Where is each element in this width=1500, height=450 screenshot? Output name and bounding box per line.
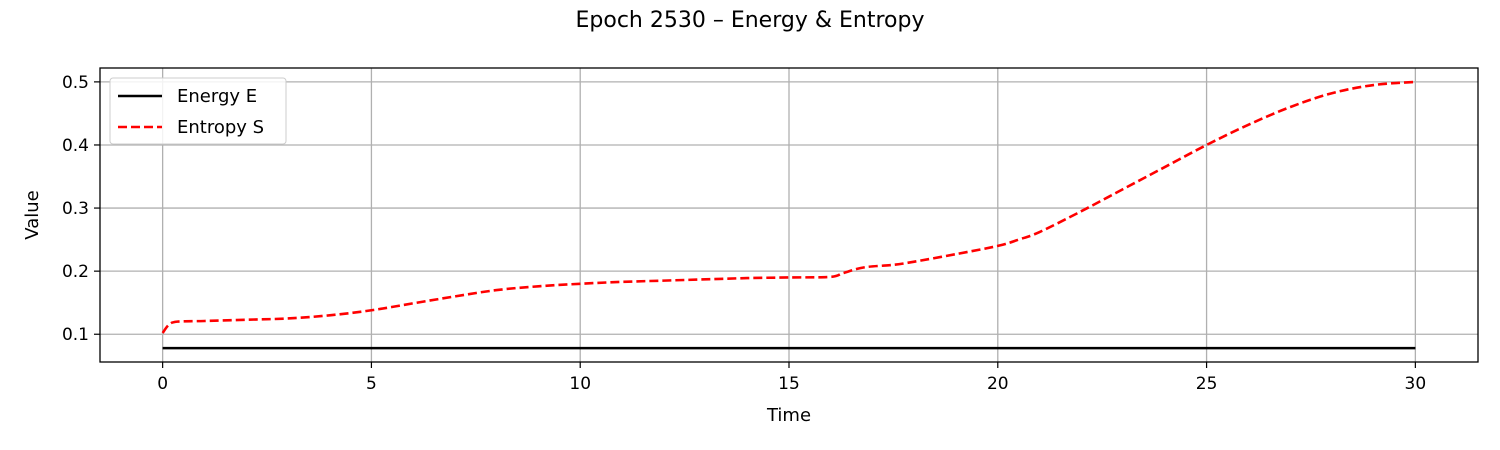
x-axis-label: Time — [766, 405, 811, 426]
x-tick-label: 10 — [569, 374, 591, 394]
x-tick-label: 5 — [366, 374, 377, 394]
ticks: 0 5 10 15 20 25 30 0.1 0.2 0.3 0.4 0.5 — [62, 73, 1426, 394]
grid — [100, 68, 1478, 362]
x-tick-label: 0 — [157, 374, 168, 394]
y-tick-label: 0.3 — [62, 199, 89, 219]
y-tick-label: 0.1 — [62, 325, 89, 345]
series-line-entropy — [161, 80, 1416, 334]
x-tick-label: 25 — [1196, 374, 1218, 394]
x-tick-label: 15 — [778, 374, 800, 394]
x-tick-label: 20 — [987, 374, 1009, 394]
legend-label: Energy E — [177, 86, 257, 107]
series-layer — [161, 80, 1416, 350]
y-tick-label: 0.4 — [62, 136, 89, 156]
y-tick-label: 0.2 — [62, 262, 89, 282]
y-tick-label: 0.5 — [62, 73, 89, 93]
legend: Energy E Entropy S — [109, 77, 287, 145]
legend-label: Entropy S — [177, 117, 264, 138]
x-tick-label: 30 — [1405, 374, 1427, 394]
chart-title: Epoch 2530 – Energy & Entropy — [576, 8, 925, 33]
y-axis-label: Value — [22, 190, 43, 239]
legend-box — [109, 77, 287, 145]
